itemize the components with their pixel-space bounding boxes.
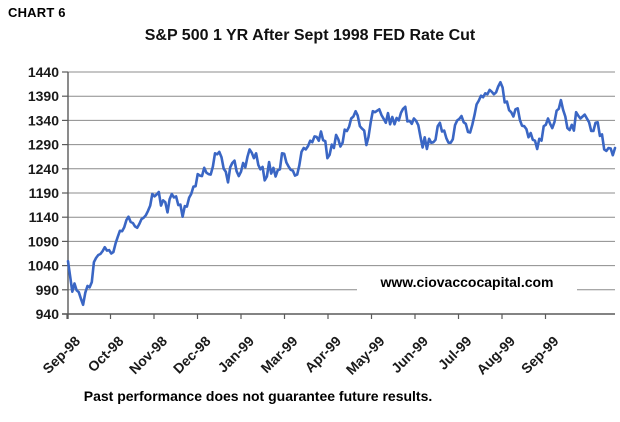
y-axis-label: 1240 (28, 161, 59, 177)
sp500-price-line (66, 80, 617, 307)
watermark-url: www.ciovaccocapital.com (357, 273, 577, 292)
x-axis-label: Mar-99 (257, 333, 300, 376)
disclaimer-text: Past performance does not guarantee futu… (83, 388, 433, 404)
x-axis-label: May-99 (343, 333, 388, 378)
x-axis-label: Dec-98 (170, 333, 214, 377)
y-axis-label: 1390 (28, 88, 59, 104)
y-axis-label: 1040 (28, 258, 59, 274)
x-axis-label: Jul-99 (435, 333, 475, 373)
x-axis-label: Nov-98 (126, 333, 170, 377)
x-axis-label: Aug-99 (473, 333, 518, 378)
chart-title: S&P 500 1 YR After Sept 1998 FED Rate Cu… (144, 27, 476, 44)
x-axis-label: Oct-98 (84, 333, 126, 375)
x-axis-label: Sep-99 (518, 333, 562, 377)
y-axis-label: 1140 (29, 209, 60, 225)
x-axis-label: Jan-99 (214, 333, 257, 376)
y-axis-label: 1090 (28, 233, 59, 249)
chart-number-label: CHART 6 (8, 5, 66, 20)
x-axis-label: Jun-99 (388, 333, 431, 376)
y-axis-label: 940 (36, 306, 60, 322)
y-axis-label: 1190 (29, 185, 60, 201)
x-axis-label: Apr-99 (301, 333, 344, 376)
x-axis-label: Sep-98 (39, 333, 83, 377)
y-axis-label: 990 (36, 282, 60, 298)
y-axis-label: 1340 (28, 112, 59, 128)
y-axis-label: 1290 (28, 137, 59, 153)
y-axis-label: 1440 (28, 64, 59, 80)
